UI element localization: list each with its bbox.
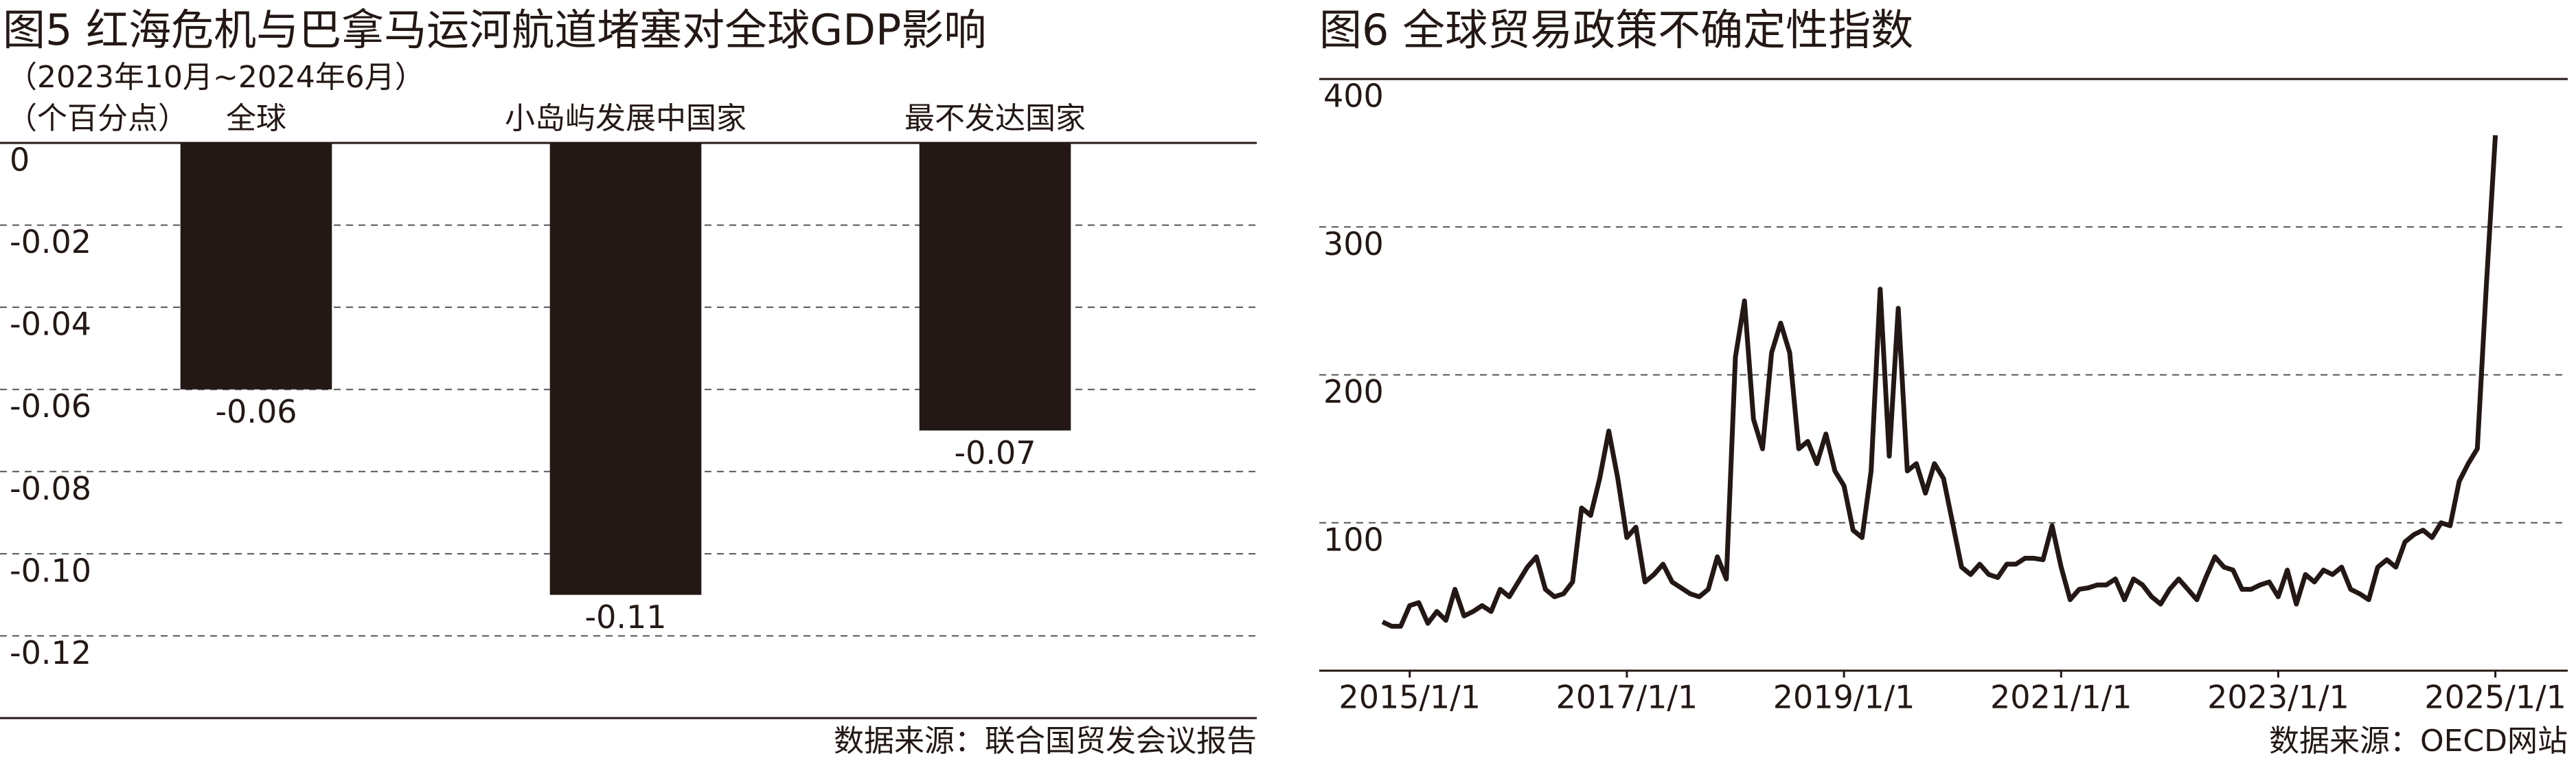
data-line [1381,135,2498,629]
bar [549,143,702,595]
value-label: -0.06 [215,393,297,430]
value-label: -0.07 [954,434,1036,471]
y-tick-label: -0.04 [10,306,91,343]
source: 数据来源：OECD网站 [2269,724,2568,759]
bar [180,143,332,390]
source: 数据来源：联合国贸发会议报告 [834,724,1257,759]
x-tick-label: 2021/1/1 [1990,679,2132,716]
y-tick-label: -0.12 [10,634,91,671]
y-axis-label: （个百分点） [7,101,188,136]
y-tick-label: 200 [1323,373,1384,410]
y-tick-label: -0.10 [10,552,91,589]
y-tick-label: -0.08 [10,470,91,507]
x-tick-label: 2015/1/1 [1338,679,1481,716]
y-tick-label: 0 [10,142,30,179]
category-label: 全球 [226,101,286,136]
x-tick-label: 2025/1/1 [2424,679,2566,716]
y-tick-label: 100 [1323,521,1384,558]
bar [919,143,1071,431]
y-tick-label: -0.02 [10,223,91,260]
y-tick-label: 300 [1323,225,1384,262]
y-tick-label: 400 [1323,78,1384,115]
chart-title: 图6 全球贸易政策不确定性指数 [1319,5,1913,55]
x-tick-label: 2023/1/1 [2207,679,2349,716]
chart-subtitle: （2023年10月~2024年6月） [7,60,425,95]
y-tick-label: -0.06 [10,388,91,425]
category-label: 最不发达国家 [904,101,1086,136]
value-label: -0.11 [584,599,666,636]
chart-title: 图5 红海危机与巴拿马运河航道堵塞对全球GDP影响 [3,5,986,55]
x-tick-label: 2017/1/1 [1556,679,1698,716]
x-tick-label: 2019/1/1 [1773,679,1915,716]
category-label: 小岛屿发展中国家 [505,101,746,136]
